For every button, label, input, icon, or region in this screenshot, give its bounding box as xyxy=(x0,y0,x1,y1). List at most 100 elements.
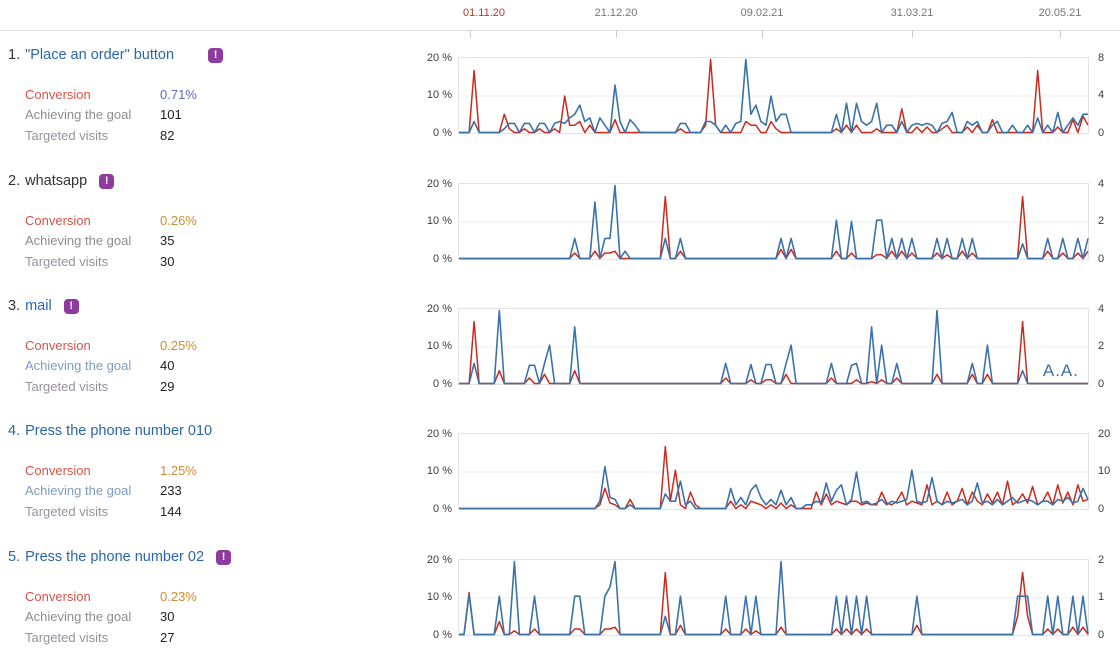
goal-trend-chart xyxy=(458,183,1089,260)
goal-stats: Conversion 0.26% Achieving the goal 35 T… xyxy=(25,210,197,272)
achieving-goal-label[interactable]: Achieving the goal xyxy=(25,107,132,123)
conversion-label[interactable]: Conversion xyxy=(25,337,91,353)
achieving-goal-value: 30 xyxy=(160,609,175,625)
y-axis-tick-right: 2 xyxy=(1098,215,1105,227)
goal-stats: Conversion 0.25% Achieving the goal 40 T… xyxy=(25,335,197,397)
targeted-visits-value: 27 xyxy=(160,629,175,645)
achieving-row: Achieving the goal 40 xyxy=(25,356,197,377)
targeted-visits-value: 29 xyxy=(160,378,175,394)
y-axis-tick-left: 20 % xyxy=(426,428,452,440)
goal-row: 5. Press the phone number 02 ! Conversio… xyxy=(0,542,1120,655)
y-axis-tick-right: 2 xyxy=(1098,554,1105,566)
targeted-row: Targeted visits 82 xyxy=(25,125,197,146)
conversion-label[interactable]: Conversion xyxy=(25,212,91,228)
targeted-visits-label[interactable]: Targeted visits xyxy=(25,629,109,645)
y-axis-tick-right: 0 xyxy=(1098,253,1105,265)
goal-title: 5. Press the phone number 02 ! xyxy=(8,549,232,565)
goal-stats: Conversion 0.71% Achieving the goal 101 … xyxy=(25,84,197,146)
date-axis-label: 31.03.21 xyxy=(890,7,934,19)
y-axis-tick-left: 0 % xyxy=(433,378,452,390)
goal-warning-icon[interactable]: ! xyxy=(216,549,232,565)
conversion-value: 0.71% xyxy=(160,86,197,102)
achieving-row: Achieving the goal 101 xyxy=(25,105,197,126)
line-chart-canvas xyxy=(458,559,1089,636)
conversion-value: 0.23% xyxy=(160,588,197,604)
y-axis-tick-left: 0 % xyxy=(433,629,452,641)
date-axis-label: 20.05.21 xyxy=(1038,7,1082,19)
y-axis-tick-right: 20 xyxy=(1098,428,1111,440)
line-chart-canvas xyxy=(458,308,1089,385)
conversion-label[interactable]: Conversion xyxy=(25,588,91,604)
goal-trend-chart xyxy=(458,559,1089,636)
y-axis-tick-left: 20 % xyxy=(426,554,452,566)
y-axis-tick-right: 8 xyxy=(1098,52,1105,64)
y-axis-tick-right: 2 xyxy=(1098,340,1105,352)
goal-title-link[interactable]: whatsapp xyxy=(25,173,88,189)
conversion-label[interactable]: Conversion xyxy=(25,462,91,478)
goal-number: 4. xyxy=(8,423,21,439)
conversion-row: Conversion 0.25% xyxy=(25,335,197,356)
y-axis-tick-left: 10 % xyxy=(426,89,452,101)
goal-stats: Conversion 1.25% Achieving the goal 233 … xyxy=(25,460,197,522)
targeted-row: Targeted visits 30 xyxy=(25,251,197,272)
achieving-goal-value: 101 xyxy=(160,107,182,123)
date-axis-line xyxy=(0,30,1120,31)
goal-number: 3. xyxy=(8,298,21,314)
targeted-visits-label[interactable]: Targeted visits xyxy=(25,253,109,269)
conversion-row: Conversion 0.71% xyxy=(25,84,197,105)
achieving-goal-label[interactable]: Achieving the goal xyxy=(25,609,132,625)
y-axis-tick-left: 10 % xyxy=(426,591,452,603)
goal-title: 3. mail ! xyxy=(8,298,79,314)
achieving-row: Achieving the goal 233 xyxy=(25,481,197,502)
goal-title-link[interactable]: "Place an order" button xyxy=(25,47,175,63)
goal-number: 1. xyxy=(8,47,21,63)
goal-title: 4. Press the phone number 010 ! xyxy=(8,423,212,439)
line-chart-canvas xyxy=(458,183,1089,260)
achieving-goal-value: 40 xyxy=(160,358,175,374)
y-axis-tick-left: 10 % xyxy=(426,465,452,477)
goal-trend-chart: A.A. xyxy=(458,308,1089,385)
conversion-label[interactable]: Conversion xyxy=(25,86,91,102)
goal-title-link[interactable]: mail xyxy=(25,298,52,314)
goal-warning-icon[interactable]: ! xyxy=(208,47,224,63)
y-axis-tick-right: 0 xyxy=(1098,629,1105,641)
date-axis-label: 21.12.20 xyxy=(594,7,638,19)
y-axis-tick-right: 4 xyxy=(1098,303,1105,315)
date-axis-tick xyxy=(912,30,913,38)
goal-warning-icon[interactable]: ! xyxy=(63,298,79,314)
y-axis-tick-left: 0 % xyxy=(433,503,452,515)
goal-title-link[interactable]: Press the phone number 010 xyxy=(25,423,213,439)
conversion-row: Conversion 0.26% xyxy=(25,210,197,231)
y-axis-tick-right: 10 xyxy=(1098,465,1111,477)
goal-warning-icon[interactable]: ! xyxy=(99,173,115,189)
conversion-value: 0.25% xyxy=(160,337,197,353)
goal-title: 2. whatsapp ! xyxy=(8,173,115,189)
chart-annotation: A.A. xyxy=(1042,361,1079,380)
date-axis-tick xyxy=(616,30,617,38)
date-axis-tick xyxy=(470,30,471,38)
y-axis-tick-left: 20 % xyxy=(426,178,452,190)
date-axis-label: 01.11.20 xyxy=(462,7,506,19)
achieving-goal-label[interactable]: Achieving the goal xyxy=(25,483,132,499)
achieving-goal-label[interactable]: Achieving the goal xyxy=(25,358,132,374)
achieving-goal-value: 35 xyxy=(160,233,175,249)
conversion-row: Conversion 0.23% xyxy=(25,586,197,607)
goal-title-link[interactable]: Press the phone number 02 xyxy=(25,549,205,565)
y-axis-tick-left: 0 % xyxy=(433,253,452,265)
goal-trend-chart xyxy=(458,433,1089,510)
goal-row: 3. mail ! Conversion 0.25% Achieving the… xyxy=(0,291,1120,417)
y-axis-tick-right: 4 xyxy=(1098,89,1105,101)
achieving-goal-label[interactable]: Achieving the goal xyxy=(25,233,132,249)
targeted-visits-value: 30 xyxy=(160,253,175,269)
targeted-row: Targeted visits 27 xyxy=(25,627,197,648)
goal-stats: Conversion 0.23% Achieving the goal 30 T… xyxy=(25,586,197,648)
targeted-row: Targeted visits 29 xyxy=(25,376,197,397)
y-axis-tick-left: 10 % xyxy=(426,215,452,227)
targeted-visits-label[interactable]: Targeted visits xyxy=(25,127,109,143)
goal-number: 2. xyxy=(8,173,21,189)
targeted-visits-label[interactable]: Targeted visits xyxy=(25,503,109,519)
date-axis-label: 09.02.21 xyxy=(740,7,784,19)
targeted-visits-label[interactable]: Targeted visits xyxy=(25,378,109,394)
achieving-row: Achieving the goal 35 xyxy=(25,231,197,252)
